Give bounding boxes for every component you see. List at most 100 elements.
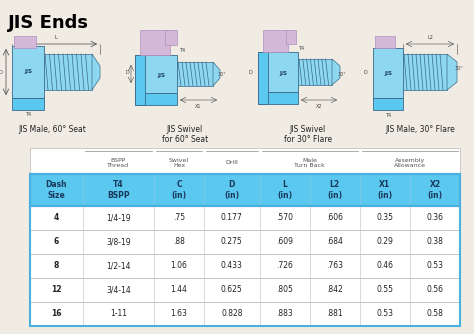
Text: 0.55: 0.55 xyxy=(376,286,393,295)
Text: X2
(in): X2 (in) xyxy=(428,180,443,200)
Text: 3/8-19: 3/8-19 xyxy=(106,237,131,246)
Text: 1.44: 1.44 xyxy=(171,286,188,295)
Text: .570: .570 xyxy=(276,213,293,222)
Text: D: D xyxy=(125,69,129,74)
Text: JIS Ends: JIS Ends xyxy=(8,14,89,32)
Bar xyxy=(135,93,177,105)
Text: 0.177: 0.177 xyxy=(221,213,243,222)
Bar xyxy=(258,52,268,104)
Text: 0.58: 0.58 xyxy=(427,310,443,319)
Bar xyxy=(140,30,170,55)
Text: JIS: JIS xyxy=(279,71,287,76)
Text: 1-11: 1-11 xyxy=(110,310,127,319)
Text: X2: X2 xyxy=(316,104,322,109)
Text: 0.625: 0.625 xyxy=(221,286,243,295)
Bar xyxy=(298,59,332,85)
Text: D: D xyxy=(0,69,2,74)
Text: BSPP
Thread: BSPP Thread xyxy=(107,158,129,168)
Text: 30°: 30° xyxy=(218,72,227,77)
Text: 0.36: 0.36 xyxy=(427,213,444,222)
Text: L2
(in): L2 (in) xyxy=(327,180,342,200)
Bar xyxy=(135,55,145,105)
Bar xyxy=(44,54,92,90)
Text: JIS: JIS xyxy=(157,73,165,78)
Bar xyxy=(30,206,460,326)
Text: .726: .726 xyxy=(276,262,293,271)
Text: D: D xyxy=(248,69,252,74)
Text: Drill: Drill xyxy=(226,161,238,166)
Text: C
(in): C (in) xyxy=(172,180,187,200)
Text: .842: .842 xyxy=(326,286,343,295)
Text: 16: 16 xyxy=(51,310,62,319)
Text: L
(in): L (in) xyxy=(277,180,292,200)
Text: L2: L2 xyxy=(427,35,433,40)
Bar xyxy=(12,98,44,110)
Text: T4: T4 xyxy=(385,113,391,118)
Polygon shape xyxy=(92,54,100,90)
Bar xyxy=(30,148,460,174)
Text: Assembly
Allowance: Assembly Allowance xyxy=(394,158,426,168)
Text: 0.38: 0.38 xyxy=(427,237,443,246)
Bar xyxy=(165,30,177,45)
Text: 0.275: 0.275 xyxy=(221,237,243,246)
Text: JIS Swivel
for 30° Flare: JIS Swivel for 30° Flare xyxy=(284,125,332,144)
Text: .763: .763 xyxy=(326,262,343,271)
Text: C: C xyxy=(170,32,173,37)
Text: 0.53: 0.53 xyxy=(427,262,444,271)
Text: JIS Swivel
for 60° Seat: JIS Swivel for 60° Seat xyxy=(162,125,208,144)
Text: 0.56: 0.56 xyxy=(427,286,444,295)
Text: .606: .606 xyxy=(326,213,343,222)
Text: 0.46: 0.46 xyxy=(376,262,393,271)
Text: T4: T4 xyxy=(179,47,185,52)
Polygon shape xyxy=(447,54,457,90)
Text: T4: T4 xyxy=(298,45,304,50)
Bar xyxy=(30,230,460,254)
Polygon shape xyxy=(332,59,340,85)
Text: .883: .883 xyxy=(276,310,293,319)
Text: X1
(in): X1 (in) xyxy=(377,180,392,200)
Bar xyxy=(30,174,460,206)
Bar xyxy=(135,55,177,93)
Text: L: L xyxy=(55,35,57,40)
Text: 0.433: 0.433 xyxy=(221,262,243,271)
Bar xyxy=(263,30,288,52)
Text: JIS: JIS xyxy=(384,70,392,75)
Text: T4: T4 xyxy=(25,112,31,117)
Text: D: D xyxy=(363,69,367,74)
Text: 1/2-14: 1/2-14 xyxy=(106,262,131,271)
Text: 30°: 30° xyxy=(338,71,347,76)
Text: 12: 12 xyxy=(51,286,62,295)
Text: 6: 6 xyxy=(54,237,59,246)
Text: C: C xyxy=(288,32,292,37)
Text: Male
Turn Back: Male Turn Back xyxy=(294,158,325,168)
Bar xyxy=(403,54,447,90)
Text: 0.35: 0.35 xyxy=(376,213,393,222)
Text: .88: .88 xyxy=(173,237,185,246)
Text: 1.06: 1.06 xyxy=(171,262,188,271)
Text: 4: 4 xyxy=(54,213,59,222)
Text: 0.29: 0.29 xyxy=(376,237,393,246)
Bar xyxy=(30,302,460,326)
Text: .881: .881 xyxy=(327,310,343,319)
Text: 1/4-19: 1/4-19 xyxy=(106,213,131,222)
Text: JIS: JIS xyxy=(24,69,32,74)
Bar xyxy=(177,62,213,86)
Bar xyxy=(14,36,36,48)
Text: 1.63: 1.63 xyxy=(171,310,188,319)
Text: D
(in): D (in) xyxy=(224,180,239,200)
Text: 0.828: 0.828 xyxy=(221,310,243,319)
Bar xyxy=(258,92,298,104)
Bar xyxy=(375,36,395,48)
Bar xyxy=(373,48,403,98)
Text: X1: X1 xyxy=(195,104,202,109)
Bar xyxy=(286,30,296,44)
Bar xyxy=(12,46,44,98)
Bar xyxy=(258,52,298,92)
Text: .75: .75 xyxy=(173,213,185,222)
Text: T4
BSPP: T4 BSPP xyxy=(107,180,130,200)
Text: .609: .609 xyxy=(276,237,293,246)
Text: JIS Male, 30° Flare: JIS Male, 30° Flare xyxy=(385,125,455,134)
Bar xyxy=(30,278,460,302)
Bar xyxy=(30,254,460,278)
Text: Dash
Size: Dash Size xyxy=(46,180,67,200)
